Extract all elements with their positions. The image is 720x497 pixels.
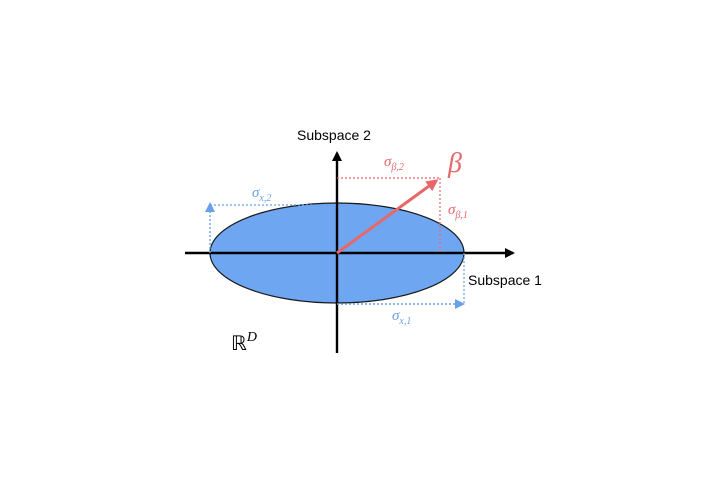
sigma-beta-2-subscript: β,2 bbox=[390, 162, 403, 173]
vertical-axis-label: Subspace 2 bbox=[297, 127, 371, 143]
sigma-x-2-subscript: x,2 bbox=[258, 193, 271, 204]
space-superscript: D bbox=[246, 330, 257, 345]
sigma-x-1-label: σx,1 bbox=[392, 308, 411, 327]
sigma-beta-2-base: σ bbox=[384, 154, 392, 170]
sigma-beta-1-subscript: β,1 bbox=[454, 210, 467, 221]
space-base: ℝ bbox=[231, 333, 247, 355]
sigma-x-1-subscript: x,1 bbox=[398, 316, 411, 327]
sigma-x-1-base: σ bbox=[392, 308, 400, 324]
horizontal-axis-label: Subspace 1 bbox=[468, 272, 542, 288]
space-label: ℝD bbox=[231, 330, 257, 355]
sigma-x-2-base: σ bbox=[252, 185, 260, 201]
sigma-x-2-label: σx,2 bbox=[252, 185, 271, 204]
beta-symbol: β bbox=[447, 148, 462, 179]
beta-vector-arrow bbox=[336, 179, 439, 255]
sigma-beta-2-label: σβ,2 bbox=[384, 154, 404, 173]
sigma-beta-1-base: σ bbox=[448, 202, 456, 218]
sigma-beta-1-label: σβ,1 bbox=[448, 202, 468, 221]
